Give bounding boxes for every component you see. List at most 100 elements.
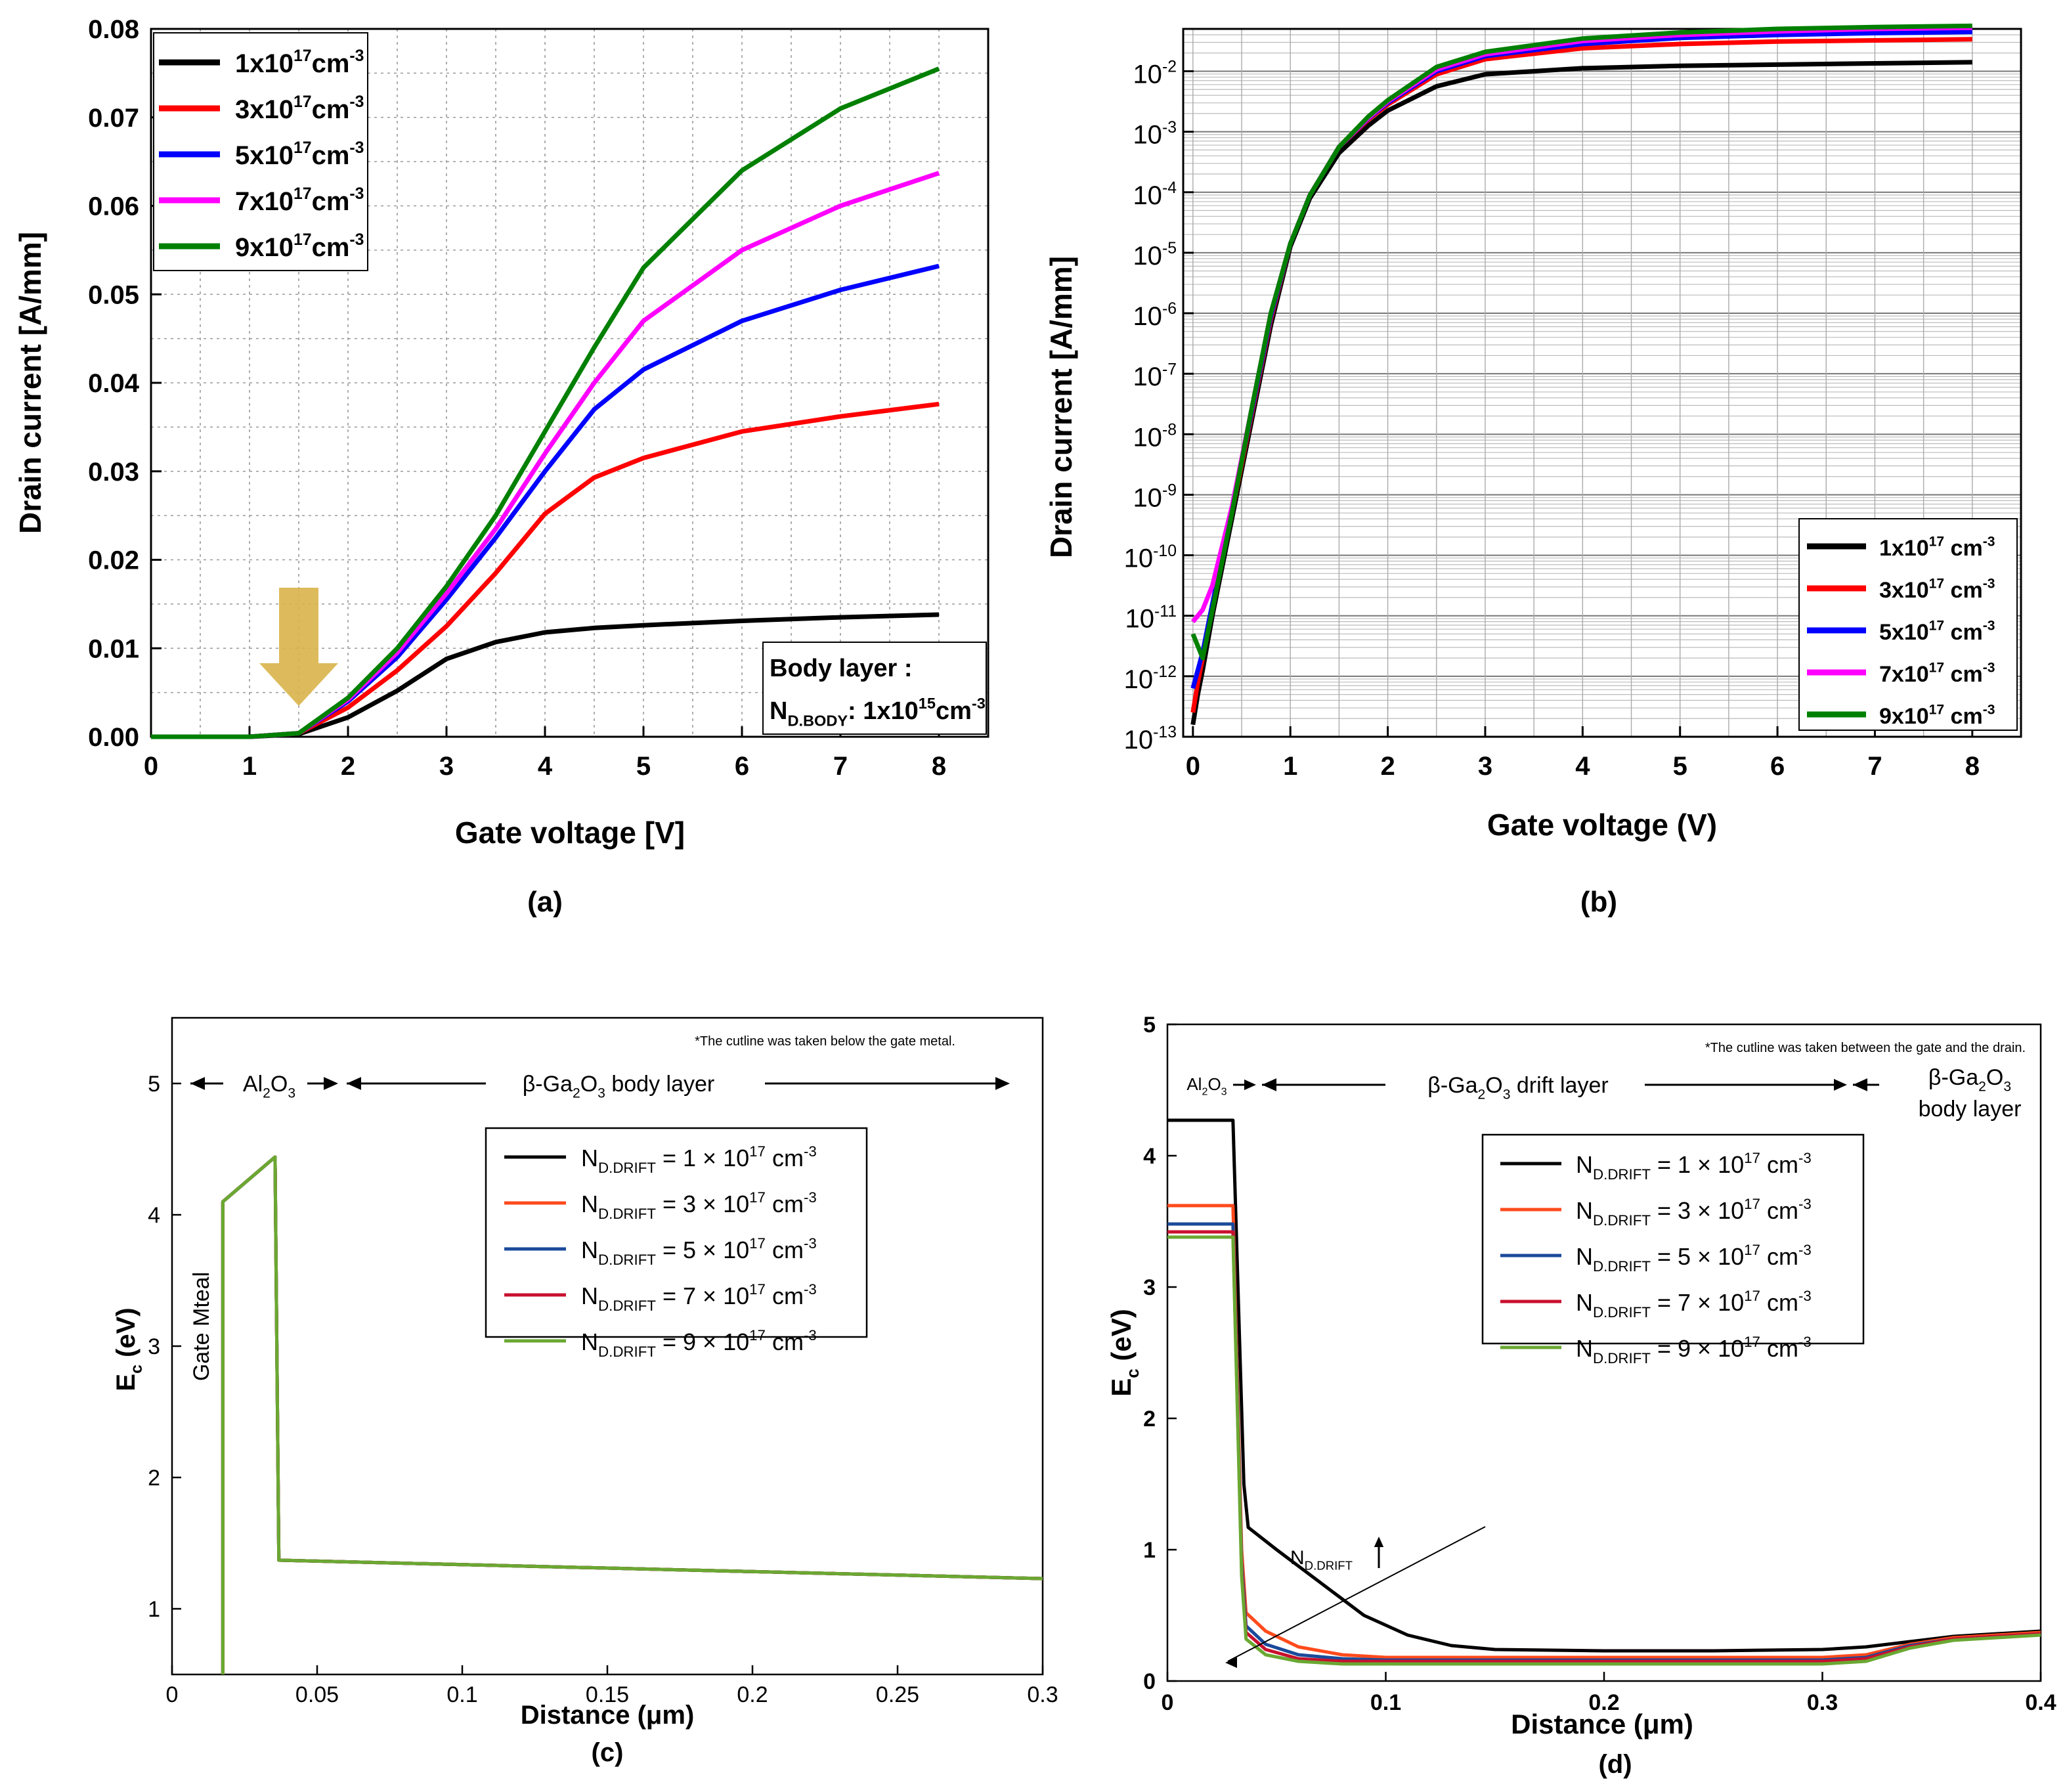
x-tick-label: 0.15: [586, 1682, 629, 1707]
cutline-note: *The cutline was taken below the gate me…: [695, 1034, 955, 1049]
y-tick-label: 10-12: [1124, 663, 1177, 694]
y-tick-label: 3: [1143, 1275, 1156, 1300]
y-tick-label: 10-8: [1133, 422, 1177, 452]
legend-label: ND.DRIFT = 7 × 1017 cm-3: [1576, 1288, 1812, 1321]
y-tick-label: 1: [148, 1597, 160, 1622]
arrow-head: [347, 1077, 361, 1090]
body-layer-label: Body layer :: [770, 655, 913, 682]
y-tick-label: 5: [148, 1072, 160, 1097]
y-tick-label: 0: [1143, 1669, 1156, 1694]
y-tick-label: 0.05: [88, 280, 139, 309]
caption-a: (a): [527, 886, 563, 918]
x-axis-label: Gate voltage (V): [1487, 808, 1717, 842]
y-tick-label: 4: [148, 1203, 160, 1228]
x-tick-label: 2: [1380, 752, 1395, 781]
arrow-head: [324, 1077, 338, 1090]
chart-d: 0 0.1 0.2 0.3 0.4 0 1 2 3 4 5 *The cutline was take…: [1106, 1013, 2056, 1779]
x-tick-label: 0.3: [1027, 1682, 1058, 1707]
body-layer-label: β-Ga2O3 body layer: [523, 1072, 714, 1101]
caption-b: (b): [1580, 886, 1617, 918]
y-tick-label: 10-2: [1133, 58, 1177, 89]
x-tick-label: 2: [341, 752, 355, 781]
y-tick-label: 10-9: [1133, 482, 1177, 513]
x-tick-label: 4: [1575, 752, 1590, 781]
legend-label: ND.DRIFT = 7 × 1017 cm-3: [581, 1281, 817, 1314]
legend-label: 9x1017 cm-3: [1879, 703, 1995, 729]
legend-label: ND.DRIFT = 1 × 1017 cm-3: [1576, 1150, 1812, 1183]
y-axis-label: Drain current [A/mm]: [13, 232, 47, 534]
legend-label: 5x1017cm-3: [235, 139, 364, 170]
x-tick-label: 7: [833, 752, 848, 781]
legend-label: ND.DRIFT = 5 × 1017 cm-3: [1576, 1242, 1812, 1275]
x-tick-label: 3: [1478, 752, 1492, 781]
x-tick-label: 5: [636, 752, 651, 781]
legend-label: 3x1017cm-3: [235, 93, 364, 124]
legend-box: [485, 1127, 868, 1338]
trend-line: [1227, 1526, 1486, 1662]
y-tick-label: 0.02: [88, 546, 139, 575]
y-tick-label: 0.08: [88, 15, 139, 44]
y-tick-label: 3: [148, 1334, 160, 1359]
legend-label: ND.DRIFT = 3 × 1017 cm-3: [1576, 1196, 1812, 1229]
cutline-note: *The cutline was taken between the gate …: [1705, 1041, 2026, 1055]
legend-label: ND.DRIFT = 3 × 1017 cm-3: [581, 1189, 817, 1222]
x-tick-label: 0.2: [1588, 1690, 1619, 1715]
x-tick-label: 0: [1162, 1690, 1174, 1715]
x-tick-label: 1: [242, 752, 257, 781]
y-tick-label: 10-7: [1133, 361, 1177, 391]
arrow-head: [1244, 1079, 1256, 1091]
threshold-arrow-icon: [259, 588, 338, 706]
arrow-head: [1225, 1657, 1237, 1669]
legend-label: 5x1017 cm-3: [1879, 619, 1995, 645]
body-layer-label: β-Ga2O3: [1928, 1065, 2011, 1095]
legend-label: ND.DRIFT = 5 × 1017 cm-3: [581, 1235, 817, 1268]
x-tick-label: 4: [538, 752, 553, 781]
arrow-head: [1374, 1537, 1384, 1547]
x-tick-label: 6: [735, 752, 749, 781]
x-axis-label: Distance (μm): [1511, 1709, 1693, 1739]
y-tick-label: 10-6: [1133, 300, 1177, 331]
x-tick-label: 0.2: [737, 1682, 768, 1707]
y-tick-label: 0.00: [88, 723, 139, 752]
y-tick-label: 10-13: [1124, 724, 1177, 754]
chart-a: 0 1 2 3 4 5 6 7 8 0.00 0.01 0.02 0.03 0.04 0.05 0.06 0.0…: [13, 15, 989, 918]
legend-label: 7x1017cm-3: [235, 185, 364, 216]
series-line: [1167, 1235, 2041, 1666]
x-tick-label: 3: [439, 752, 454, 781]
y-tick-label: 0.04: [88, 369, 140, 398]
x-tick-label: 0.1: [1370, 1690, 1401, 1715]
x-tick-label: 0.1: [446, 1682, 477, 1707]
y-tick-label: 0.03: [88, 458, 139, 487]
x-tick-label: 0.05: [295, 1682, 339, 1707]
y-tick-label: 10-3: [1133, 119, 1177, 150]
x-tick-label: 1: [1283, 752, 1297, 781]
x-tick-label: 7: [1867, 752, 1882, 781]
x-tick-label: 0: [1186, 752, 1200, 781]
arrow-head: [1262, 1078, 1276, 1091]
body-doping-label: ND.BODY: 1x1015cm-3: [770, 695, 986, 730]
y-tick-label: 0.07: [88, 104, 139, 133]
arrow-head: [995, 1077, 1010, 1090]
legend-label: 1x1017 cm-3: [1879, 535, 1995, 561]
y-tick-label: 1: [1143, 1538, 1156, 1563]
y-tick-label: 10-4: [1133, 179, 1177, 210]
oxide-label: Al2O3: [243, 1072, 295, 1101]
series-line: [151, 66, 940, 739]
x-tick-label: 0.3: [1807, 1690, 1838, 1715]
series-line: [221, 1155, 1043, 1674]
chart-b: 0 1 2 3 4 5 6 7 8 10-13 10-12 10-11 10-10 10-9 10-8 10-…: [1044, 23, 2022, 918]
legend-label: ND.DRIFT = 9 × 1017 cm-3: [1576, 1334, 1812, 1366]
body-layer-label-2: body layer: [1919, 1097, 2022, 1122]
legend-box: [1798, 518, 2018, 731]
x-tick-label: 8: [932, 752, 946, 781]
caption-c: (c): [592, 1738, 624, 1767]
trend-label: ND.DRIFT: [1290, 1547, 1353, 1572]
plot-frame: [1182, 28, 2022, 738]
y-axis-label: Ec (eV): [1106, 1309, 1142, 1397]
x-tick-label: 0.25: [876, 1682, 919, 1707]
series-line: [1167, 1118, 2041, 1653]
legend-label: 7x1017 cm-3: [1879, 661, 1995, 687]
y-tick-label: 10-5: [1133, 240, 1177, 271]
y-tick-label: 10-10: [1124, 542, 1177, 573]
